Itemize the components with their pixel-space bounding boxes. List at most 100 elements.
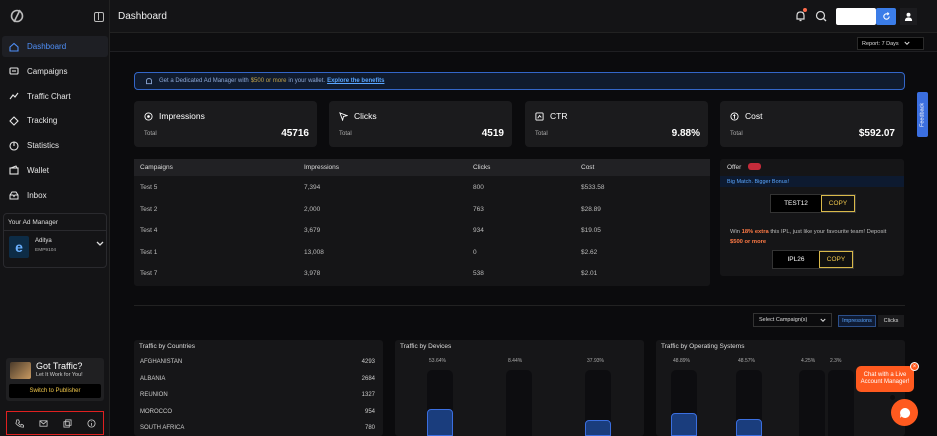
column-header: Cost — [581, 164, 595, 171]
table-row[interactable]: Test 5 7,394 800 $533.58 — [134, 177, 710, 198]
stat-label-text: Clicks — [354, 111, 377, 121]
bar-percentage: 53.64% — [429, 358, 446, 364]
sidebar-item-campaigns[interactable]: Campaigns — [2, 61, 108, 82]
table-row[interactable]: Test 7 3,978 538 $2.01 — [134, 263, 710, 284]
stat-sub: Total — [144, 131, 157, 137]
eye-icon — [144, 111, 153, 121]
bar-track — [828, 370, 854, 436]
sidebar-item-label: Dashboard — [27, 42, 67, 51]
bar[interactable] — [736, 419, 762, 436]
bar-track — [585, 370, 611, 436]
chat-button[interactable] — [891, 399, 918, 426]
sidebar-item-statistics[interactable]: Statistics — [2, 135, 108, 156]
bar[interactable] — [585, 420, 611, 436]
select-campaigns-dropdown[interactable]: Select Campaign(s) — [753, 313, 832, 327]
stat-label-text: Cost — [745, 111, 763, 121]
stat-sub: Total — [339, 131, 352, 137]
country-name: AFGHANISTAN — [140, 359, 183, 365]
report-period-dropdown[interactable]: Report: 7 Days — [857, 37, 924, 50]
stat-card-impressions: Impressions Total 45716 — [134, 101, 317, 147]
user-icon — [904, 12, 913, 21]
stat-label-text: Impressions — [159, 111, 205, 121]
add-funds-button[interactable] — [876, 8, 896, 25]
explore-benefits-link[interactable]: Explore the benefits — [327, 78, 385, 84]
table-row[interactable]: Test 2 2,000 763 $28.89 — [134, 199, 710, 220]
refresh-icon — [882, 12, 890, 20]
manager-name: Aditya — [35, 238, 52, 244]
sidebar-item-traffic-chart[interactable]: Traffic Chart — [2, 86, 108, 107]
table-row[interactable]: Test 1 13,008 0 $2.62 — [134, 242, 710, 263]
stat-card-cost: Cost Total $592.07 — [720, 101, 903, 147]
phone-icon[interactable] — [14, 418, 24, 428]
stat-value: 9.88% — [671, 128, 700, 139]
table-row[interactable]: Test 4 3,679 934 $19.05 — [134, 220, 710, 241]
bell-icon[interactable] — [795, 10, 806, 22]
sidebar-item-label: Campaigns — [27, 66, 68, 76]
offer-badge — [748, 163, 761, 170]
stat-value: 45716 — [281, 128, 309, 139]
balance-box[interactable] — [836, 8, 876, 25]
table-cell: $28.89 — [581, 205, 601, 213]
live-chat-bubble[interactable]: Chat with a Live Account Manager! — [856, 366, 914, 392]
sidebar-item-inbox[interactable]: Inbox — [2, 185, 108, 206]
home-icon — [9, 42, 19, 52]
notification-dot — [803, 8, 807, 12]
promo-title: Got Traffic? — [36, 361, 83, 371]
collapse-sidebar-icon[interactable] — [94, 12, 104, 22]
search-icon[interactable] — [815, 10, 827, 22]
bar-track — [799, 370, 825, 436]
devices-panel: Traffic by Devices 53.64% 8.44% 37.93% — [395, 340, 644, 436]
offer-text-amount: $500 or more — [730, 238, 767, 245]
clicks-toggle[interactable]: Clicks — [878, 315, 904, 327]
table-cell: 934 — [473, 227, 484, 234]
chat-status-dot — [890, 395, 895, 400]
table-cell: 2,000 — [304, 205, 321, 213]
sidebar-item-wallet[interactable]: Wallet — [2, 160, 108, 181]
topbar: Dashboard — [110, 0, 937, 33]
chevron-down-icon[interactable] — [96, 241, 104, 247]
countries-title: Traffic by Countries — [139, 343, 195, 350]
bar-track — [427, 370, 453, 436]
list-item: MOROCCO 954 — [134, 405, 379, 421]
info-icon[interactable] — [86, 418, 96, 428]
offer-text-pct: 18% extra — [741, 229, 769, 235]
mail-icon[interactable] — [38, 419, 48, 428]
sidebar-item-label: Traffic Chart — [27, 91, 71, 101]
copy-code-button[interactable]: COPY — [821, 195, 855, 212]
chart-icon — [9, 92, 19, 100]
impressions-toggle[interactable]: Impressions — [838, 315, 876, 327]
ctr-icon — [535, 111, 544, 121]
offer-subtitle: Big Match. Bigger Bonus! — [720, 176, 904, 187]
sidebar-item-tracking[interactable]: Tracking — [2, 110, 108, 131]
feedback-tab[interactable]: Feedback — [917, 92, 928, 137]
chat-line-1: Chat with a Live — [863, 371, 907, 378]
table-cell: Test 5 — [140, 184, 158, 191]
list-item: ALBANIA 2684 — [134, 372, 379, 388]
bar[interactable] — [427, 409, 453, 436]
table-cell: $533.58 — [581, 184, 605, 191]
offer-text: Win 18% extra this IPL, just like your f… — [730, 228, 900, 247]
os-title: Traffic by Operating Systems — [661, 343, 745, 350]
sidebar-item-dashboard[interactable]: Dashboard — [2, 36, 108, 57]
promo-code: IPL26 — [773, 251, 819, 268]
table-cell: 800 — [473, 184, 484, 191]
user-menu-button[interactable] — [900, 8, 917, 25]
close-chat-button[interactable]: × — [910, 362, 919, 371]
column-header: Campaigns — [140, 164, 173, 171]
bar-percentage: 37.93% — [587, 358, 604, 364]
country-value: 954 — [364, 408, 375, 415]
campaign-icon — [9, 67, 19, 75]
copy-code-button[interactable]: COPY — [819, 251, 853, 268]
logo-icon[interactable] — [10, 9, 24, 23]
banner-amount: $500 or more — [250, 78, 287, 84]
table-header: Campaigns Impressions Clicks Cost — [134, 159, 710, 176]
stat-value: $592.07 — [858, 128, 895, 139]
bar[interactable] — [671, 413, 697, 436]
table-cell: Test 2 — [140, 205, 158, 213]
switch-to-publisher-button[interactable]: Switch to Publisher — [9, 384, 101, 398]
copy-icon[interactable] — [62, 418, 72, 428]
sidebar-nav: Dashboard Campaigns Traffic Chart Tracking S… — [2, 36, 108, 210]
sidebar-item-label: Tracking — [27, 116, 58, 126]
report-bar: Report: 7 Days — [110, 33, 937, 52]
sidebar: Dashboard Campaigns Traffic Chart Tracking S… — [0, 0, 110, 436]
